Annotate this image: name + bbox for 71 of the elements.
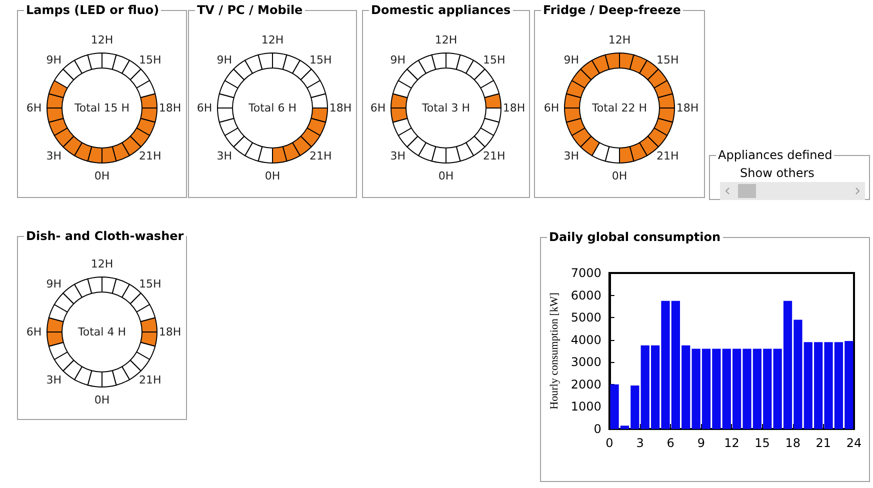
text: 15H — [138, 53, 162, 66]
text: 18H — [158, 102, 182, 114]
text: 15H — [309, 53, 332, 66]
text: Show others — [740, 166, 814, 180]
y-tick-label: 6000 — [570, 288, 602, 302]
chart-title: Domestic appliances — [369, 3, 513, 17]
x-tick-label: 6 — [666, 436, 674, 450]
text: 0H — [612, 170, 628, 182]
text: 3H — [564, 150, 580, 163]
text: 15H — [656, 53, 679, 66]
text: 9H — [216, 53, 232, 66]
text: 3H — [46, 150, 62, 163]
y-tick-label: 0 — [594, 422, 602, 436]
text: 21H — [309, 150, 332, 163]
y-axis-title: Hourly consumption [kW] — [548, 292, 560, 410]
x-tick-label: 24 — [846, 436, 862, 450]
text: 3H — [216, 150, 232, 163]
text: 3H — [390, 150, 406, 163]
text: 18H — [329, 102, 352, 114]
y-tick-label: 1000 — [570, 400, 602, 414]
y-tick-label: 3000 — [570, 355, 602, 370]
text: 12H — [261, 34, 284, 46]
chart-title: Fridge / Deep-freeze — [541, 3, 683, 17]
text: 12H — [434, 34, 458, 46]
text: 18H — [676, 102, 699, 114]
text: 6H — [370, 102, 386, 114]
y-tick-label: 4000 — [570, 332, 602, 347]
x-tick-label: 21 — [816, 436, 832, 450]
text: 0H — [94, 394, 110, 406]
text: 21H — [482, 150, 506, 163]
y-tick-label: 2000 — [570, 377, 602, 392]
text: 9H — [564, 53, 580, 66]
text: 15H — [482, 53, 506, 66]
chart-title: TV / PC / Mobile — [195, 3, 305, 17]
x-tick-label: 15 — [754, 436, 770, 450]
text: Appliances defined — [716, 148, 834, 162]
text: 21H — [138, 150, 162, 163]
text: 6H — [26, 326, 42, 338]
text: 15H — [138, 277, 162, 290]
x-tick-label: 3 — [636, 436, 644, 450]
text: 6H — [26, 102, 42, 114]
text: 0H — [438, 170, 454, 182]
text: 18H — [158, 326, 182, 338]
x-tick-label: 12 — [724, 436, 740, 450]
text: 12H — [90, 34, 114, 46]
text: 0H — [94, 170, 110, 182]
text: 6H — [196, 102, 212, 114]
text: Total 3 H — [421, 102, 470, 114]
text: Total 15 H — [74, 102, 130, 114]
text: 12H — [608, 34, 631, 46]
text: 3H — [46, 374, 62, 387]
y-tick-label: 5000 — [570, 310, 602, 325]
x-tick-label: 18 — [785, 436, 800, 450]
text: 9H — [46, 53, 62, 66]
chart-title: Dish- and Cloth-washer — [24, 229, 186, 243]
text: 9H — [390, 53, 406, 66]
text: Total 6 H — [248, 102, 296, 114]
text: 9H — [46, 277, 62, 290]
text: 18H — [502, 102, 526, 114]
text: 0H — [264, 170, 280, 182]
text: Total 22 H — [591, 102, 647, 114]
text: 21H — [138, 374, 162, 387]
text: 6H — [544, 102, 560, 114]
x-tick-label: 0 — [606, 436, 614, 450]
chart-title: Daily global consumption — [547, 230, 723, 244]
chart-title: Lamps (LED or fluo) — [24, 3, 162, 17]
text: Total 4 H — [77, 326, 126, 338]
x-tick-label: 9 — [697, 436, 705, 450]
text: 21H — [656, 150, 679, 163]
text: 12H — [90, 258, 114, 270]
y-tick-label: 7000 — [570, 266, 602, 280]
